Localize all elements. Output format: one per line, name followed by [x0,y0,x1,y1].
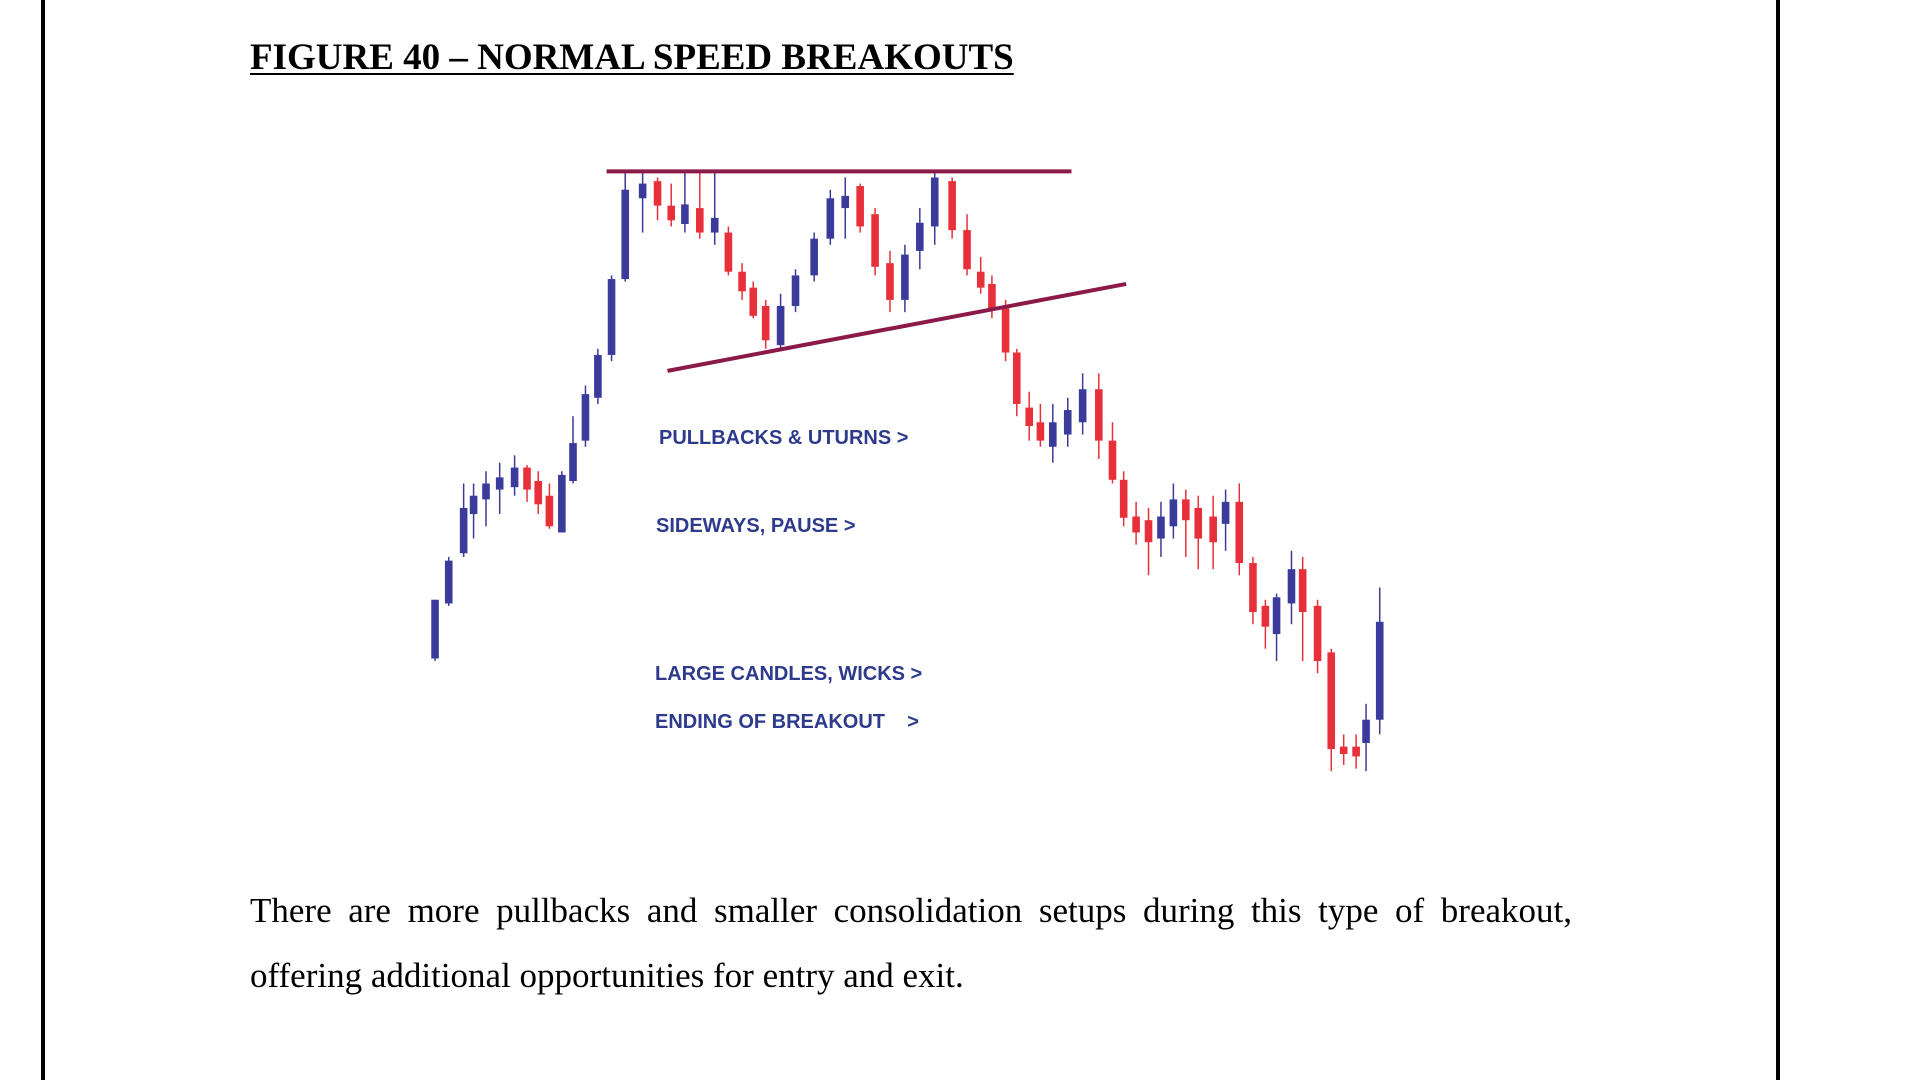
annotation: PULLBACKS & UTURNS > [659,427,908,449]
figure-title: FIGURE 40 – NORMAL SPEED BREAKOUTS [250,37,1014,78]
annotation: SIDEWAYS, PAUSE > [656,515,856,537]
left-border [41,0,45,1080]
paragraph: There are more pullbacks and smaller con… [250,891,1572,995]
annotation: LARGE CANDLES, WICKS > [655,663,922,685]
annotation: ENDING OF BREAKOUT > [655,711,919,733]
support-line [667,282,1127,373]
right-border [1776,0,1780,1080]
